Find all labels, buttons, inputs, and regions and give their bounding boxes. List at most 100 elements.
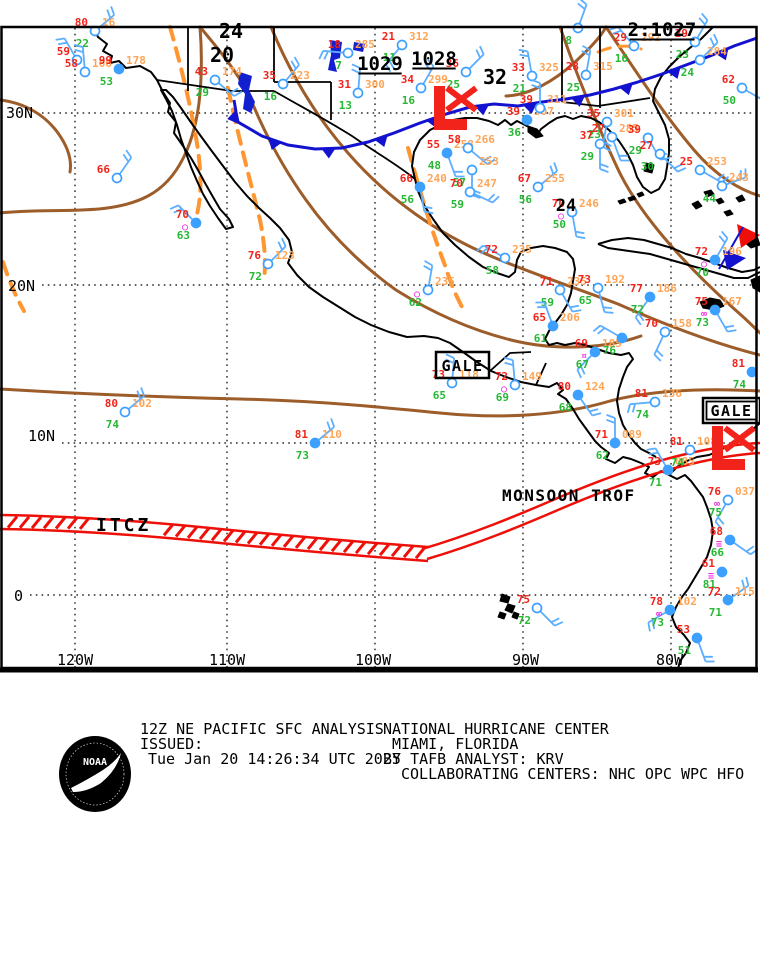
wind-barb-tick [698,17,706,26]
precip-area [328,40,342,72]
station-plot: 67 255 56 [518,162,565,206]
temperature-value: 29 [675,27,688,40]
wind-barb-tick [576,369,582,379]
station-plot: 66 240 56 [400,172,447,215]
station-plot: 43 174 29 [195,65,243,99]
wind-barb-tick [487,193,496,202]
noaa-logo-disc [59,736,131,812]
dewpoint-value: 59 [541,296,554,309]
wind-barb-tick [290,60,297,70]
pressure-value: 235 [512,243,532,256]
wind-barb-tick [531,79,541,84]
temperature-value: 80 [105,397,118,410]
gale-label: GALE [710,402,752,420]
wind-barb-tick [717,516,725,525]
wind-barb-tick [745,576,750,586]
cold-front-triangle [571,95,585,107]
wind-barb-tick [677,167,687,173]
station-circle-overcast [572,389,584,401]
wind-barb-tick [385,63,392,73]
station-circle [736,82,748,94]
wind-barb-tick [326,421,332,431]
wind-barb-shaft [697,642,707,662]
pressure-value: 186 [657,282,677,295]
wind-barb-tick [106,9,112,19]
wind-barb-shaft [526,51,533,72]
station-circle-overcast [716,566,728,578]
station-plot: 59 [55,37,83,66]
station-circle-overcast [609,437,621,449]
temperature-value: 70 [552,197,565,210]
pressure-label: 24 [219,19,243,43]
temperature-value: 39 [520,93,533,106]
station-plot: 68 66≡ [710,525,759,559]
station-plot: 53 51 [677,623,715,663]
weather-symbol: ○ [701,259,707,270]
temperature-value: 76 [708,485,722,498]
station-plot: 81 136 74 [626,387,682,421]
feature-label: ITCZ [96,515,151,536]
itcz-band [0,513,429,563]
pressure-value: 178 [126,54,146,67]
wind-barb-shaft [696,19,709,39]
wind-barb-tick [55,37,65,41]
station-plot: 34 299 16 [401,58,448,107]
temperature-value: 59 [57,45,70,58]
wind-barb-shaft [128,395,145,410]
wind-barb-tick [606,414,616,419]
station-circle-overcast [113,63,125,75]
wind-barb-tick [592,412,602,417]
low-x-mark [723,425,756,453]
station-circle [415,82,427,94]
station-plot: 27 285 [592,122,639,162]
dewpoint-value: 70 [696,266,709,279]
temperature-value: 61 [702,557,716,570]
station-circle [277,78,289,90]
low-pressure-centers [434,85,756,470]
itcz-hatch-stroke [306,537,319,550]
dewpoint-value: 76 [603,344,617,357]
station-plot: 80 102 74 [105,387,152,431]
dewpoint-value: 50 [723,94,736,107]
pressure-value: 255 [545,172,565,185]
low-l-vertical [434,86,445,130]
temperature-value: 36 [446,57,460,70]
station-circle [716,180,728,192]
wind-barb-shaft [598,292,606,313]
weather-symbol: ○ [558,211,564,222]
temperature-value: 78 [650,595,663,608]
low-pressure-symbol [712,425,756,470]
itcz-hatch-stroke [270,533,283,547]
dewpoint-value: 65 [579,294,592,307]
temperature-value: 99 [99,54,112,67]
pressure-value: 174 [222,65,242,78]
wind-barb-tick [634,316,642,326]
longitude-label: 120W [57,651,94,669]
temperature-value: 81 [635,387,649,400]
feature-label: MONSOON TROF [502,486,636,505]
station-circle-overcast [414,181,426,193]
map-border [0,25,758,673]
wind-barb-shaft [617,26,632,43]
weather-symbol: ¤ [581,351,587,362]
wind-barb-shaft [647,611,667,624]
dewpoint-value: 74 [636,408,650,421]
wind-barb-tick [351,68,361,74]
coastline-us-gulf-atlantic [411,26,714,194]
station-plot: 78 102 73∞ [647,595,697,632]
gale-box: GALE [701,396,760,425]
wind-barb-shaft [653,336,664,356]
pressure-value: 158 [672,317,692,330]
temperature-value: 70 [450,177,463,190]
station-plot: 70 158 [645,317,692,362]
station-plot: 33 325 21 [512,48,559,95]
low-x-mark [445,85,478,113]
dewpoint-value: 61 [534,332,548,345]
wind-barb-tick [554,621,564,627]
station-circle [499,252,511,264]
dewpoint-value: 71 [649,476,663,489]
low-l-vertical [712,426,723,470]
